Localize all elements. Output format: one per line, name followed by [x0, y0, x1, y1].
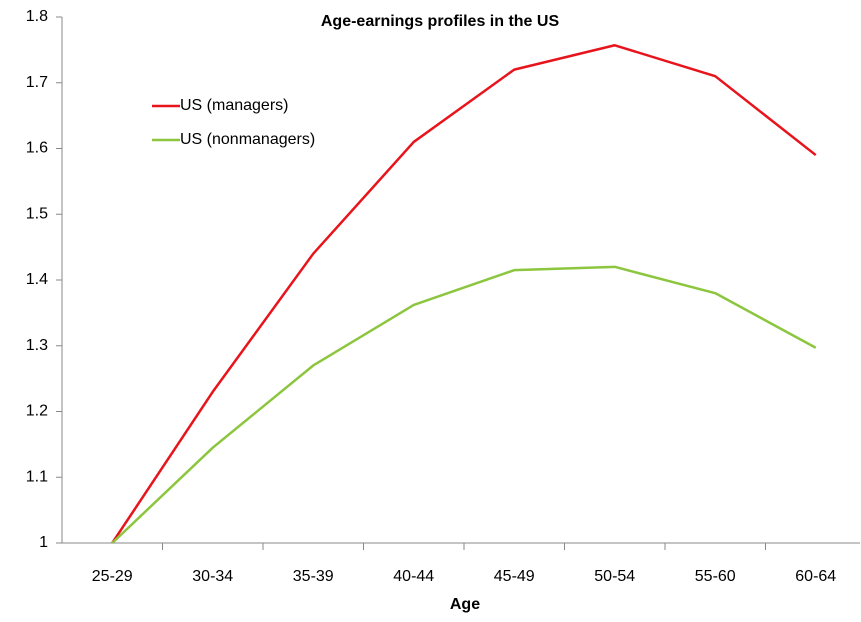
x-tick-label: 30-34 — [192, 568, 233, 585]
x-tick-label: 25-29 — [92, 568, 133, 585]
x-tick-label: 60-64 — [795, 568, 836, 585]
y-tick-label: 1.6 — [26, 140, 48, 157]
y-tick-label: 1.3 — [26, 337, 48, 354]
x-tick-label: 55-60 — [695, 568, 736, 585]
legend-label: US (managers) — [180, 97, 288, 114]
legend-label: US (nonmanagers) — [180, 131, 315, 148]
y-tick-label: 1.7 — [26, 74, 48, 91]
y-tick-label: 1.2 — [26, 403, 48, 420]
y-tick-label: 1.8 — [26, 8, 48, 25]
chart-title: Age-earnings profiles in the US — [321, 13, 560, 30]
line — [111, 44, 817, 544]
x-tick-label: 45-49 — [494, 568, 535, 585]
y-tick-label: 1.4 — [26, 271, 48, 288]
y-tick-label: 1 — [39, 534, 48, 551]
y-tick-label: 1.1 — [26, 468, 48, 485]
line — [111, 265, 817, 544]
x-tick-label: 50-54 — [594, 568, 635, 585]
y-tick-label: 1.5 — [26, 205, 48, 222]
x-tick-label: 35-39 — [293, 568, 334, 585]
x-axis-label: Age — [450, 596, 480, 613]
x-tick-label: 40-44 — [393, 568, 434, 585]
